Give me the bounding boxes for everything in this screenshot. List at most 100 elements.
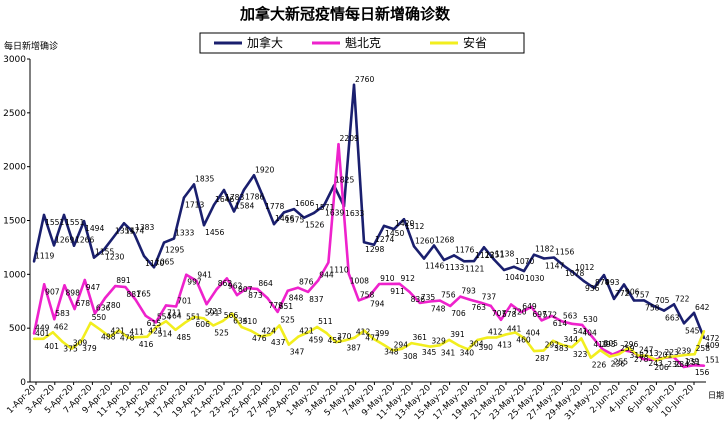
data-point xyxy=(93,312,97,315)
data-point xyxy=(381,343,385,346)
data-point xyxy=(193,315,196,318)
data-label: 459 xyxy=(309,336,324,345)
data-point xyxy=(215,287,218,291)
data-label: 1182 xyxy=(535,245,554,254)
data-point xyxy=(512,265,516,268)
data-label: 722 xyxy=(675,294,690,303)
data-label: 1251 xyxy=(485,250,504,259)
data-point xyxy=(509,303,513,306)
data-label: 1123 xyxy=(475,251,494,260)
data-label: 329 xyxy=(431,337,446,346)
data-point xyxy=(418,301,421,305)
data-label: 1786 xyxy=(245,193,264,202)
data-point xyxy=(42,213,46,217)
data-label: 239 xyxy=(677,346,692,355)
data-point xyxy=(202,317,206,320)
data-point xyxy=(438,344,441,347)
data-point xyxy=(185,273,188,276)
data-point xyxy=(580,337,583,340)
data-point xyxy=(363,329,366,332)
data-point xyxy=(591,335,594,339)
data-label: 1040 xyxy=(505,273,524,282)
data-point xyxy=(432,244,436,247)
data-label: 578 xyxy=(502,310,517,319)
data-point xyxy=(472,259,476,263)
data-label: 292 xyxy=(545,341,560,350)
data-label: 455 xyxy=(328,336,343,345)
data-point xyxy=(124,285,127,289)
data-label: 251 xyxy=(686,358,701,367)
data-point xyxy=(408,290,411,294)
data-point xyxy=(154,321,158,324)
data-point xyxy=(388,282,391,286)
data-point xyxy=(249,329,253,332)
data-label: 441 xyxy=(507,325,522,334)
data-point xyxy=(286,289,289,292)
data-label: 737 xyxy=(482,293,497,302)
data-point xyxy=(276,310,279,314)
data-point xyxy=(598,349,602,352)
data-label: 907 xyxy=(45,287,60,296)
data-label: 1147 xyxy=(545,262,564,271)
data-label: 530 xyxy=(583,315,598,324)
data-point xyxy=(459,295,462,298)
y-axis-label: 每日新增确诊 xyxy=(4,40,58,52)
data-label: 1646 xyxy=(215,195,234,204)
data-point xyxy=(601,347,604,351)
data-point xyxy=(282,211,286,214)
data-label: 308 xyxy=(403,352,418,361)
data-point xyxy=(32,260,36,263)
data-label: 236 xyxy=(611,360,626,369)
data-label: 772 xyxy=(615,289,630,298)
data-point xyxy=(665,356,668,359)
data-label: 1121 xyxy=(465,264,484,273)
data-point xyxy=(51,331,55,334)
data-point xyxy=(98,328,102,331)
data-label: 1450 xyxy=(385,229,404,238)
data-label: 449 xyxy=(35,324,50,333)
data-label: 304 xyxy=(469,339,484,348)
data-label: 206 xyxy=(654,363,669,372)
data-point xyxy=(466,348,470,351)
data-point xyxy=(132,231,136,235)
data-label: 591 xyxy=(205,308,220,317)
data-point xyxy=(112,235,116,238)
data-point xyxy=(540,319,543,322)
data-label: 1230 xyxy=(105,253,124,262)
data-label: 551 xyxy=(186,313,201,322)
data-label: 1138 xyxy=(495,249,514,258)
data-label: 1351 xyxy=(115,227,134,236)
data-point xyxy=(702,329,706,333)
data-label: 287 xyxy=(535,354,550,363)
x-axis-label: 日期 xyxy=(708,391,724,400)
data-label: 1269 xyxy=(55,235,74,244)
legend-box xyxy=(199,32,525,54)
data-point xyxy=(655,359,659,362)
data-label: 881 xyxy=(126,290,141,299)
data-point xyxy=(572,271,576,275)
data-point xyxy=(134,298,137,301)
data-point xyxy=(347,272,350,275)
data-point xyxy=(627,346,630,349)
data-point xyxy=(448,338,451,342)
y-tick-label: 0 xyxy=(20,378,26,388)
data-label: 401 xyxy=(35,329,50,338)
data-point xyxy=(485,336,489,339)
legend-label: 魁北克 xyxy=(345,35,381,50)
data-point xyxy=(570,322,574,325)
data-label: 757 xyxy=(635,290,650,299)
data-point xyxy=(89,321,92,324)
data-point xyxy=(221,319,224,323)
data-point xyxy=(560,320,564,323)
data-point xyxy=(252,174,256,177)
data-label: 511 xyxy=(318,317,333,326)
data-point xyxy=(552,256,556,259)
data-point xyxy=(602,273,606,277)
data-label: 525 xyxy=(214,328,229,337)
data-point xyxy=(82,219,86,223)
data-point xyxy=(352,83,356,87)
data-label: 941 xyxy=(197,271,212,280)
data-point xyxy=(259,335,262,338)
data-point xyxy=(452,254,456,257)
data-label: 1575 xyxy=(285,215,304,224)
